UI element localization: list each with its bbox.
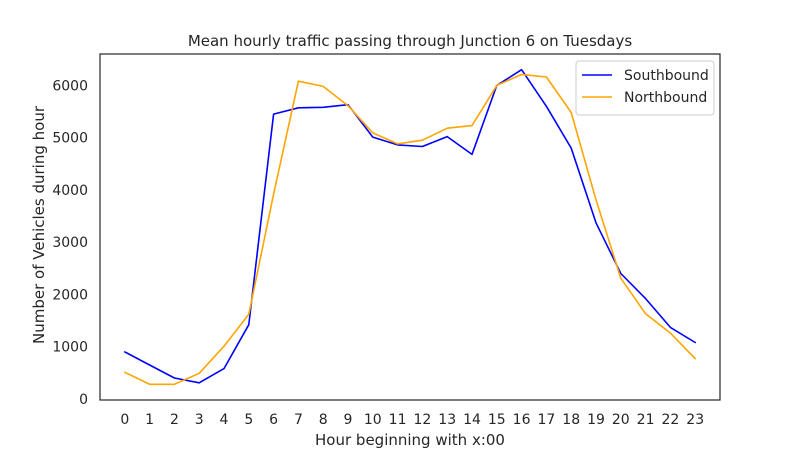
series-line-southbound <box>124 68 697 384</box>
x-tick-label: 17 <box>537 412 555 428</box>
x-tick-label: 16 <box>513 412 531 428</box>
y-tick-label: 2000 <box>52 287 88 303</box>
y-tick-label: 6000 <box>52 78 88 94</box>
x-tick-label: 1 <box>145 412 154 428</box>
x-tick-label: 22 <box>661 412 679 428</box>
x-tick-label: 10 <box>364 412 382 428</box>
x-tick-label: 7 <box>294 412 303 428</box>
plot-frame <box>99 53 721 401</box>
x-axis-label: Hour beginning with x:00 <box>315 431 505 449</box>
x-tick-label: 8 <box>319 412 328 428</box>
x-tick-label: 4 <box>220 412 229 428</box>
series-line-northbound <box>124 73 697 386</box>
y-tick-label: 3000 <box>52 235 88 251</box>
x-tick-label: 15 <box>488 412 506 428</box>
x-tick-label: 11 <box>389 412 407 428</box>
x-tick-label: 0 <box>120 412 129 428</box>
x-tick-label: 6 <box>269 412 278 428</box>
x-tick-label: 14 <box>463 412 481 428</box>
x-tick-label: 3 <box>195 412 204 428</box>
x-tick-label: 5 <box>244 412 253 428</box>
x-tick-label: 13 <box>438 412 456 428</box>
legend-label-northbound: Northbound <box>624 90 707 106</box>
x-tick-label: 23 <box>686 412 704 428</box>
y-tick-label: 1000 <box>52 340 88 356</box>
chart-title: Mean hourly traffic passing through Junc… <box>188 32 633 50</box>
y-axis-label: Number of Vehicles during hour <box>30 105 48 344</box>
x-tick-label: 20 <box>612 412 630 428</box>
x-tick-label: 21 <box>637 412 655 428</box>
y-tick-label: 4000 <box>52 183 88 199</box>
y-tick-label: 0 <box>79 392 88 408</box>
y-tick-label: 5000 <box>52 131 88 147</box>
x-tick-label: 9 <box>344 412 353 428</box>
x-tick-label: 2 <box>170 412 179 428</box>
x-tick-label: 18 <box>562 412 580 428</box>
x-tick-label: 19 <box>587 412 605 428</box>
plot-area: 0 1 2 3 4 5 6 7 8 9 10 11 12 13 14 15 16 17 18 19 20 21 22 2301… <box>52 53 721 428</box>
x-tick-label: 12 <box>413 412 431 428</box>
legend-label-southbound: Southbound <box>624 68 709 84</box>
